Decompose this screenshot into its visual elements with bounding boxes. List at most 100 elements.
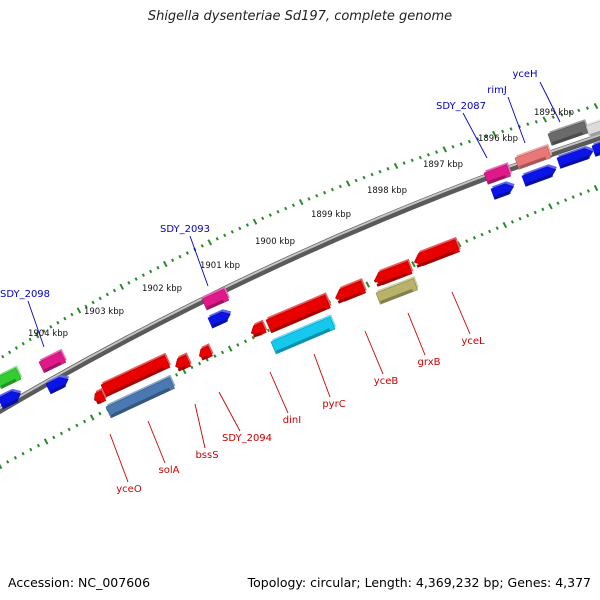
tick-dot	[476, 137, 480, 141]
gene-feature	[207, 309, 232, 329]
gene-label: solA	[159, 465, 180, 476]
tick-dot	[542, 116, 548, 123]
feature-shade	[50, 383, 67, 394]
tick-dot	[162, 260, 168, 268]
tick-dot	[236, 343, 240, 347]
gene-feature	[105, 374, 176, 419]
tick-dot	[579, 192, 583, 196]
tick-dot	[386, 166, 390, 171]
tick-dot	[315, 193, 319, 198]
tick-dot	[548, 203, 553, 210]
feature-body	[373, 260, 413, 285]
feature-shade	[525, 173, 554, 186]
tick-label: 1898 kbp	[367, 186, 407, 196]
tick-dot	[84, 304, 88, 309]
gene-feature	[201, 286, 230, 311]
feature-shade	[106, 366, 166, 397]
gene-feature	[0, 365, 22, 390]
tick-dot	[495, 226, 499, 231]
feature-body	[335, 280, 367, 302]
tick-dot	[560, 113, 564, 117]
gene-label: SDY_2098	[0, 289, 50, 300]
feature-body	[198, 345, 213, 360]
tick-dot	[593, 102, 599, 110]
tick-label: 1896 kbp	[478, 134, 518, 144]
tick-dot	[410, 158, 414, 163]
tick-dot	[215, 237, 219, 241]
feature-shade	[488, 174, 506, 184]
callout-line	[451, 291, 471, 335]
feature-body	[105, 377, 175, 419]
gene-feature	[100, 352, 171, 398]
gene-feature	[270, 314, 337, 355]
tick-dot	[91, 300, 95, 305]
feature-body	[100, 355, 171, 398]
gene-feature	[198, 343, 214, 361]
feature-body	[483, 164, 512, 185]
gene-label: rimJ	[487, 85, 507, 96]
tick-dot	[7, 350, 12, 355]
feature-body	[94, 390, 107, 404]
tick-dot	[1, 354, 5, 359]
tick-label: 1903 kbp	[84, 307, 124, 317]
tick-dot	[34, 332, 40, 339]
tick-label: 1900 kbp	[255, 237, 295, 247]
gene-feature	[375, 276, 419, 305]
tick-dot	[564, 198, 568, 202]
tick-dot	[577, 108, 581, 113]
tick-dot	[533, 210, 537, 215]
tick-dot	[75, 423, 79, 428]
outer-tick-ring	[1, 102, 599, 359]
tick-dot	[451, 144, 455, 149]
tick-dot	[459, 142, 463, 146]
gene-feature	[250, 319, 268, 338]
kbp-ticks: 1904 kbp 1903 kbp 1902 kbp 1901 kbp 1900 kbp…	[28, 108, 574, 339]
tick-label: 1904 kbp	[28, 329, 68, 339]
feature-shade	[595, 149, 600, 157]
tick-dot	[568, 110, 572, 115]
gene-feature	[521, 164, 558, 187]
feature-shade	[416, 250, 455, 268]
feature-body	[250, 321, 267, 337]
tick-dot	[156, 265, 160, 270]
tick-dot	[261, 216, 265, 221]
tick-label: 1897 kbp	[423, 160, 463, 170]
tick-dot	[134, 277, 138, 281]
tick-dot	[98, 411, 102, 416]
tick-dot	[480, 232, 484, 237]
tick-dot	[141, 273, 145, 278]
callout-line	[364, 330, 384, 375]
tick-dot	[541, 207, 545, 212]
feature-shade	[201, 355, 208, 361]
tick-dot	[510, 220, 515, 224]
gene-label: yceL	[461, 336, 485, 347]
gene-label: pyrC	[322, 399, 345, 410]
gene-feature	[413, 236, 461, 268]
feature-shade	[560, 155, 590, 169]
tick-dot	[36, 443, 41, 448]
feature-body	[201, 288, 230, 311]
accession-label: Accession: NC_007606	[8, 575, 151, 590]
inner-tick-ring	[0, 184, 599, 470]
tick-dot	[426, 153, 431, 157]
tick-dot	[518, 216, 522, 221]
tick-dot	[585, 106, 589, 110]
tick-dot	[393, 162, 399, 170]
tick-label: 1899 kbp	[311, 210, 351, 220]
tick-dot	[63, 316, 67, 321]
tick-dot	[378, 169, 382, 174]
tick-dot	[174, 373, 179, 377]
tick-dot	[238, 226, 242, 231]
tick-dot	[89, 414, 95, 421]
tick-dot	[185, 251, 189, 255]
tick-dot	[526, 122, 530, 126]
tick-dot	[197, 361, 202, 366]
gene-feature	[514, 143, 553, 170]
feature-shade	[253, 331, 262, 338]
tick-dot	[484, 134, 488, 139]
tick-dot	[593, 184, 599, 192]
callout-line	[407, 312, 426, 356]
gene-feature	[0, 388, 22, 410]
feature-body	[591, 142, 600, 157]
gene-feature	[591, 140, 600, 157]
